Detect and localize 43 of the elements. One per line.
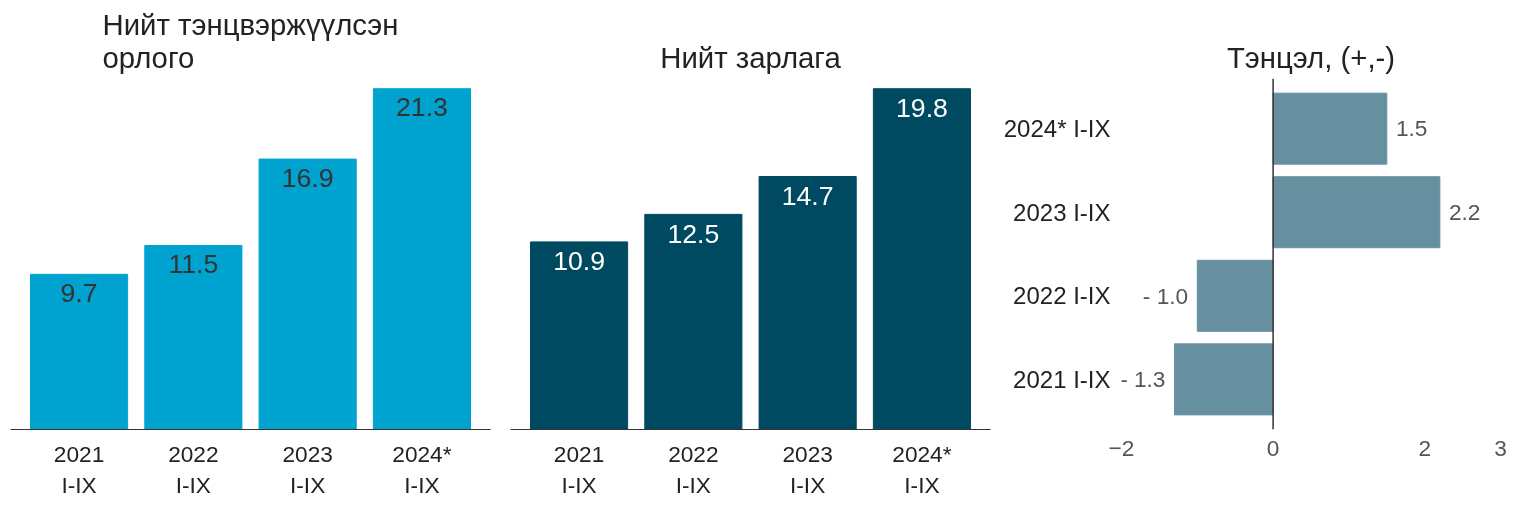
data-label: 2.2 bbox=[1448, 198, 1481, 225]
bar bbox=[372, 88, 471, 430]
data-label: 16.9 bbox=[281, 162, 334, 193]
bar bbox=[1196, 259, 1274, 332]
data-label: - 1.0 bbox=[1142, 282, 1189, 309]
x-tick-label: 3 bbox=[1494, 434, 1507, 461]
x-tick-label: 2024* I-IX bbox=[892, 440, 952, 498]
bar bbox=[644, 213, 743, 430]
x-tick-label: 2024* I-IX bbox=[392, 440, 452, 498]
bar bbox=[1174, 343, 1274, 416]
bar bbox=[144, 245, 243, 430]
chart-title: Нийт тэнцвэржүүлсэн орлого bbox=[102, 7, 399, 74]
x-tick-label: 2022 I-IX bbox=[168, 440, 219, 498]
data-label: 12.5 bbox=[667, 218, 720, 249]
x-tick-label: 0 bbox=[1266, 434, 1280, 461]
bar bbox=[30, 273, 129, 430]
x-tick-label: −2 bbox=[1108, 434, 1135, 461]
data-label: 14.7 bbox=[781, 180, 834, 211]
bar bbox=[758, 176, 857, 430]
data-label: 10.9 bbox=[553, 246, 606, 277]
bar bbox=[258, 158, 357, 430]
data-label: 11.5 bbox=[168, 249, 219, 280]
y-tick-label: 2023 I-IX bbox=[1013, 198, 1111, 226]
bar bbox=[1272, 176, 1441, 249]
x-tick-label: 2 bbox=[1418, 434, 1432, 461]
x-tick-label: 2021 I-IX bbox=[553, 440, 605, 498]
y-tick-label: 2021 I-IX bbox=[1013, 365, 1111, 393]
data-label: 9.7 bbox=[60, 277, 98, 308]
chart-title: Нийт зарлага bbox=[660, 40, 842, 74]
x-tick-label: 2023 I-IX bbox=[282, 440, 333, 498]
data-label: 21.3 bbox=[395, 92, 448, 123]
x-tick-label: 2022 I-IX bbox=[668, 440, 719, 498]
y-tick-label: 2022 I-IX bbox=[1013, 282, 1111, 310]
bar bbox=[530, 241, 629, 430]
data-label: 1.5 bbox=[1395, 115, 1428, 142]
x-tick-label: 2021 I-IX bbox=[53, 440, 105, 498]
x-tick-label: 2023 I-IX bbox=[782, 440, 833, 498]
data-label: - 1.3 bbox=[1120, 366, 1166, 393]
chart-title: Тэнцэл, (+,-) bbox=[1226, 40, 1396, 74]
data-label: 19.8 bbox=[895, 93, 948, 124]
bar bbox=[1272, 92, 1388, 165]
bar bbox=[872, 88, 971, 430]
y-tick-label: 2024* I-IX bbox=[1003, 115, 1111, 143]
